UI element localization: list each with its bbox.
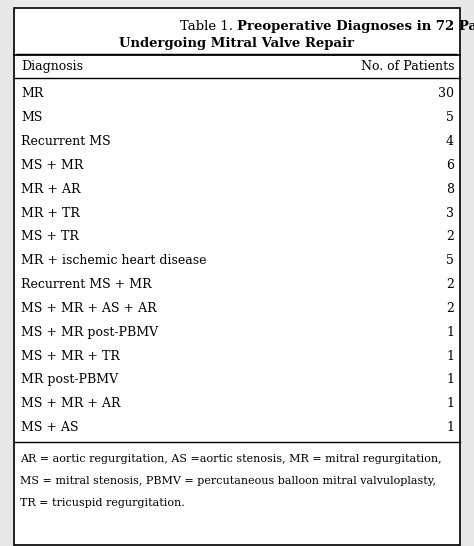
Text: Table 1.: Table 1. [180, 20, 237, 33]
Text: 5: 5 [446, 111, 454, 124]
Text: MS = mitral stenosis, PBMV = percutaneous balloon mitral valvuloplasty,: MS = mitral stenosis, PBMV = percutaneou… [20, 476, 436, 486]
Text: 1: 1 [446, 397, 454, 410]
Text: MS + TR: MS + TR [21, 230, 79, 244]
Text: MR post-PBMV: MR post-PBMV [21, 373, 118, 387]
Text: MS + MR: MS + MR [21, 159, 84, 172]
Text: MS + MR + TR: MS + MR + TR [21, 349, 120, 363]
Text: MR: MR [21, 87, 44, 100]
Text: MS + AS: MS + AS [21, 421, 79, 434]
Text: 8: 8 [446, 183, 454, 195]
Text: 4: 4 [446, 135, 454, 148]
Text: 30: 30 [438, 87, 454, 100]
Text: Diagnosis: Diagnosis [21, 60, 83, 73]
Text: Recurrent MS: Recurrent MS [21, 135, 111, 148]
Text: MS + MR + AS + AR: MS + MR + AS + AR [21, 302, 157, 315]
Text: AR = aortic regurgitation, AS =aortic stenosis, MR = mitral regurgitation,: AR = aortic regurgitation, AS =aortic st… [20, 454, 442, 464]
Text: Undergoing Mitral Valve Repair: Undergoing Mitral Valve Repair [119, 37, 355, 50]
Text: Preoperative Diagnoses in 72 Patients: Preoperative Diagnoses in 72 Patients [237, 20, 474, 33]
Text: Recurrent MS + MR: Recurrent MS + MR [21, 278, 152, 291]
Text: 2: 2 [446, 302, 454, 315]
Text: No. of Patients: No. of Patients [361, 60, 454, 73]
Text: 3: 3 [446, 206, 454, 219]
Text: 2: 2 [446, 278, 454, 291]
Text: 1: 1 [446, 349, 454, 363]
Text: MR + TR: MR + TR [21, 206, 80, 219]
Text: TR = tricuspid regurgitation.: TR = tricuspid regurgitation. [20, 498, 185, 508]
Text: 5: 5 [446, 254, 454, 267]
Text: 6: 6 [446, 159, 454, 172]
Text: MR + AR: MR + AR [21, 183, 81, 195]
Text: 1: 1 [446, 373, 454, 387]
Text: 1: 1 [446, 326, 454, 339]
Text: 2: 2 [446, 230, 454, 244]
Text: MS + MR + AR: MS + MR + AR [21, 397, 121, 410]
Text: 1: 1 [446, 421, 454, 434]
Text: MR + ischemic heart disease: MR + ischemic heart disease [21, 254, 207, 267]
Text: MS: MS [21, 111, 43, 124]
Text: MS + MR post-PBMV: MS + MR post-PBMV [21, 326, 158, 339]
